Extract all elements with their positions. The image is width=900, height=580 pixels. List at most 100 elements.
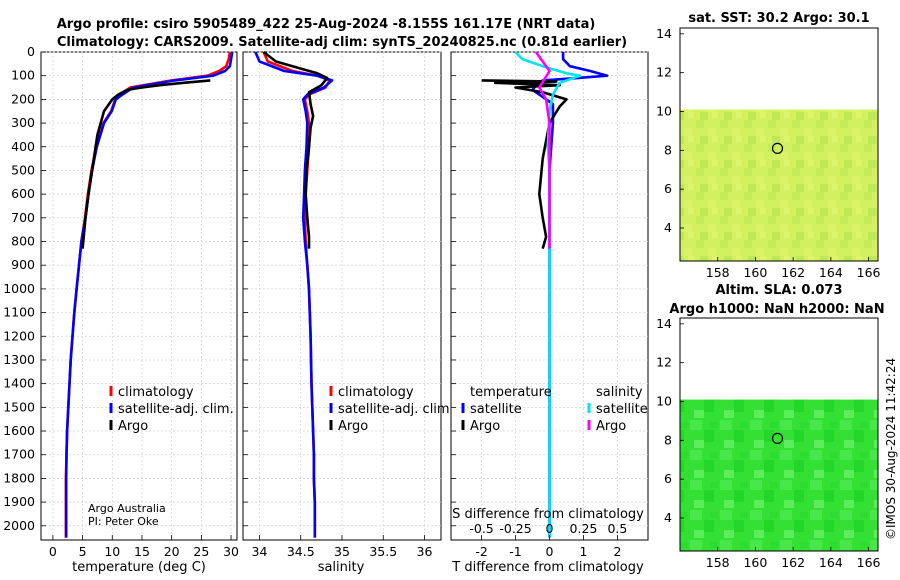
difference-legend: temperature salinity satellite Argo sate… [461,385,648,434]
imos-timestamp: ©IMOS 30-Aug-2024 11:42:24 [884,358,898,540]
depth-tick-label: 100 [11,68,35,83]
legend-t-satellite-label: satellite [470,402,522,417]
series-argo [262,50,329,249]
depth-tick-label: 600 [11,186,35,201]
map-y-tick-label: 14 [656,316,672,331]
map-y-tick-label: 10 [656,103,672,118]
legend-temperature-header: temperature [470,385,552,400]
s-difference-xlabel: S difference from climatology [452,507,644,522]
map-y-tick-label: 12 [656,355,672,370]
legend-satellite-label: satellite-adj. clim. [338,402,454,417]
depth-tick-label: 1300 [3,352,35,367]
temperature-xlabel: temperature (deg C) [72,560,206,575]
depth-tick-label: 1600 [3,423,35,438]
depth-tick-label: 500 [11,162,35,177]
x-tick-label: 34.5 [287,544,315,559]
map-x-tick-label: 162 [781,265,805,280]
x-tick-label: 35 [334,544,350,559]
credit-line2: PI: Peter Oke [88,515,159,528]
x-tick-label: 0 [546,544,554,559]
map-x-tick-label: 160 [743,555,767,570]
depth-tick-label: 1400 [3,376,35,391]
sla-map-panel: Altim. SLA: 0.073 Argo h1000: NaN h2000:… [656,283,884,570]
map-y-tick-label: 14 [656,26,672,41]
map-x-tick-label: 160 [743,265,767,280]
legend-climatology-label: climatology [338,385,414,400]
legend-climatology-label: climatology [118,385,194,400]
difference-panel: -2 -1 0 1 2 -0.5 -0.25 0 0.25 0.5 S difference f… [450,51,649,575]
sla-map-subtitle: Argo h1000: NaN h2000: NaN [669,302,884,317]
x-tick-label: 5 [79,544,87,559]
credit-line1: Argo Australia [88,502,166,515]
legend-salinity-header: salinity [596,385,643,400]
sst-map-title: sat. SST: 30.2 Argo: 30.1 [688,11,869,26]
salinity-xlabel: salinity [318,560,365,575]
x-tick-label: 25 [193,544,209,559]
t-difference-xlabel: T difference from climatology [451,560,644,575]
sst-field [680,109,878,261]
map-y-tick-label: 4 [664,220,672,235]
depth-tick-label: 1500 [3,399,35,414]
x-tick-label: 34 [252,544,268,559]
x-tick-label: 2 [613,544,621,559]
map-y-tick-label: 12 [656,65,672,80]
map-x-tick-label: 158 [706,555,730,570]
map-y-tick-label: 8 [664,142,672,157]
x-tick-label: 20 [164,544,180,559]
temperature-legend: climatology satellite-adj. clim. Argo [109,385,234,434]
depth-tick-label: 300 [11,115,35,130]
legend-s-argo-label: Argo [596,419,626,434]
x2-tick-label: 0.25 [570,521,598,536]
depth-axis: 0 100 200 300 400 500 600 700 800 900 1000 1100 1200… [3,44,35,533]
map-x-tick-label: 166 [857,555,881,570]
x-tick-label: 30 [223,544,239,559]
x-tick-label: 1 [579,544,587,559]
x-tick-label: 35.5 [369,544,397,559]
legend-satellite-label: satellite-adj. clim. [118,402,234,417]
depth-tick-label: 1200 [3,328,35,343]
map-x-tick-label: 164 [819,555,843,570]
depth-tick-label: 1700 [3,447,35,462]
series-t-argo [481,79,568,249]
map-y-tick-label: 6 [664,471,672,486]
depth-tick-label: 200 [11,91,35,106]
map-x-tick-label: 164 [819,265,843,280]
x-tick-label: 15 [134,544,150,559]
series-satellite [254,51,334,538]
x-tick-label: 0 [49,544,57,559]
profile-location-marker [771,142,784,154]
map-y-tick-label: 10 [656,393,672,408]
figure-title-line1: Argo profile: csiro 5905489_422 25-Aug-2… [57,17,596,32]
depth-tick-label: 800 [11,234,35,249]
profile-location-marker [771,432,784,444]
depth-tick-label: 1000 [3,281,35,296]
legend-argo-label: Argo [338,419,368,434]
x2-tick-label: 0 [546,521,554,536]
depth-tick-label: 1900 [3,494,35,509]
legend-t-argo-label: Argo [470,419,500,434]
temperature-panel: 0 5 10 15 20 25 30 temperature (deg C) climato… [40,51,239,575]
x2-tick-label: 0.5 [607,521,627,536]
salinity-legend: climatology satellite-adj. clim. Argo [329,385,454,434]
depth-tick-label: 400 [11,139,35,154]
map-y-tick-label: 6 [664,181,672,196]
sla-map-title: Altim. SLA: 0.073 [716,283,843,298]
x2-tick-label: -0.5 [469,521,493,536]
x-tick-label: -1 [509,544,521,559]
depth-tick-label: 900 [11,257,35,272]
depth-tick-label: 700 [11,210,35,225]
depth-tick-label: 1100 [3,305,35,320]
depth-tick-label: 0 [27,44,35,59]
map-y-tick-label: 4 [664,510,672,525]
temperature-plot-area [40,51,238,541]
salinity-panel: 34 34.5 35 35.5 36 salinity climatology sate… [242,50,454,575]
map-x-tick-label: 162 [781,555,805,570]
series-s-argo [534,51,551,249]
sst-map-panel: sat. SST: 30.2 Argo: 30.1 158 160 162 164 16… [656,11,880,280]
legend-argo-label: Argo [118,419,148,434]
map-x-tick-label: 166 [857,265,881,280]
x-tick-label: 36 [417,544,433,559]
sla-field [680,399,878,551]
x-tick-label: 10 [104,544,120,559]
